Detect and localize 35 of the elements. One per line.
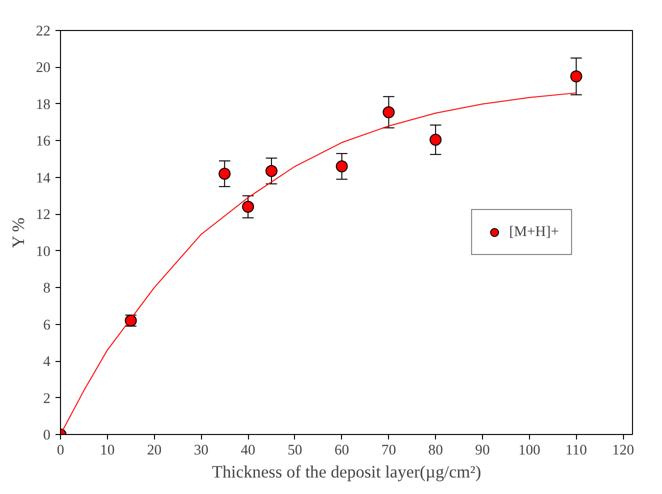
x-tick-label: 120 bbox=[612, 442, 634, 458]
y-tick-label: 10 bbox=[36, 244, 50, 260]
x-tick-label: 10 bbox=[100, 442, 115, 458]
x-tick-label: 20 bbox=[146, 442, 162, 458]
y-tick-label: 0 bbox=[43, 428, 50, 444]
x-tick-label: 0 bbox=[56, 442, 64, 458]
point bbox=[265, 164, 278, 177]
x-tick-label: 40 bbox=[240, 442, 256, 458]
y-tick-label: 16 bbox=[36, 134, 50, 150]
x-tick-label: 50 bbox=[288, 442, 302, 458]
point bbox=[336, 160, 348, 172]
point bbox=[430, 134, 442, 146]
point bbox=[218, 168, 231, 180]
x-tick-label: 70 bbox=[381, 442, 396, 458]
x-tick-label: 110 bbox=[566, 442, 587, 458]
y-tick-label: 6 bbox=[43, 317, 50, 334]
x-tick-label: 100 bbox=[518, 442, 540, 458]
y-tick-label: 12 bbox=[36, 207, 50, 224]
y-tick-label: 20 bbox=[36, 60, 50, 76]
x-tick-label: 30 bbox=[194, 442, 208, 458]
legend-label: [M+H]+ bbox=[509, 224, 559, 240]
y-axis-title: Y % bbox=[8, 218, 28, 248]
y-tick-label: 8 bbox=[43, 280, 50, 297]
point bbox=[382, 106, 395, 118]
y-tick-label: 14 bbox=[36, 170, 52, 186]
y-tick-label: 4 bbox=[43, 354, 52, 370]
y-tick-label: 22 bbox=[36, 24, 50, 40]
x-axis-title: Thickness of the deposit layer(µg/cm²) bbox=[212, 462, 482, 482]
x-tick-label: 60 bbox=[334, 442, 350, 458]
x-tick-label: 80 bbox=[428, 442, 443, 458]
point bbox=[570, 70, 582, 82]
point bbox=[242, 200, 254, 213]
x-tick-label: 90 bbox=[475, 442, 490, 458]
y-tick-label: 18 bbox=[36, 96, 50, 113]
y-tick-label: 2 bbox=[43, 390, 50, 407]
